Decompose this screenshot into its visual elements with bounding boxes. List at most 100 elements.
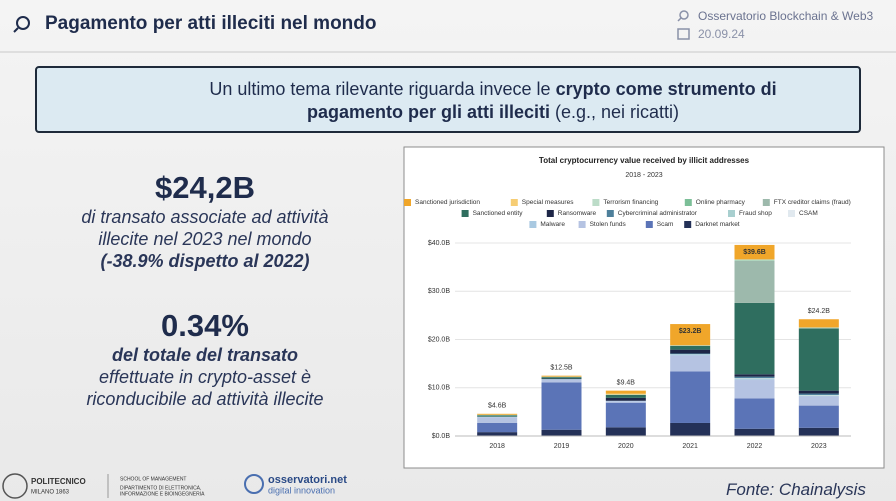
callout-part: crypto come strumento di bbox=[555, 79, 777, 99]
bar-segment bbox=[798, 405, 839, 428]
stat-text: del totale del transato bbox=[111, 345, 299, 365]
x-tick-label: 2021 bbox=[682, 443, 698, 450]
bar-segment bbox=[798, 319, 839, 328]
bar-segment bbox=[670, 345, 711, 350]
legend-label: Online pharmacy bbox=[696, 199, 746, 206]
bar-segment bbox=[734, 380, 775, 399]
total-label: $39.6B bbox=[743, 249, 766, 256]
bar-segment bbox=[798, 396, 839, 406]
x-tick-label: 2023 bbox=[811, 443, 827, 450]
bar-segment bbox=[798, 427, 839, 436]
legend-label: Sanctioned jurisdiction bbox=[415, 199, 480, 206]
y-tick-label: $40.0B bbox=[428, 240, 451, 247]
legend-label: Malware bbox=[540, 221, 565, 228]
bar-segment bbox=[798, 390, 839, 394]
footer-text: DIPARTIMENTO DI ELETTRONICA, bbox=[120, 485, 201, 491]
stat-value: 0.34% bbox=[161, 308, 249, 343]
legend-label: CSAM bbox=[799, 210, 818, 217]
legend-label: Terrorism financing bbox=[603, 199, 658, 206]
bar-segment bbox=[605, 390, 646, 394]
bar-segment bbox=[605, 402, 646, 428]
total-label: $12.5B bbox=[550, 365, 573, 372]
bar-segment bbox=[605, 397, 646, 401]
stat: 0.34% del totale del transato effettuate… bbox=[55, 308, 355, 410]
y-tick-label: $10.0B bbox=[428, 385, 451, 392]
bar-segment bbox=[541, 379, 582, 383]
stat-text: effettuate in crypto-asset è riconducibi… bbox=[86, 367, 324, 409]
bar-segment bbox=[670, 324, 711, 346]
bar-segment bbox=[477, 415, 518, 417]
legend-swatch bbox=[684, 221, 692, 228]
footer-text: MILANO 1863 bbox=[31, 490, 70, 496]
bar-segment bbox=[477, 413, 518, 415]
legend-label: Scam bbox=[657, 221, 674, 228]
bar-segment bbox=[605, 427, 646, 436]
footer-text: INFORMAZIONE E BIOINGEGNERIA bbox=[120, 491, 205, 497]
chart-title: Total cryptocurrency value received by i… bbox=[539, 156, 750, 165]
callout: Un ultimo tema rilevante riguarda invece… bbox=[35, 66, 861, 133]
bar-segment bbox=[477, 422, 518, 433]
legend-swatch bbox=[592, 199, 600, 206]
total-label: $9.4B bbox=[617, 379, 636, 386]
y-tick-label: $30.0B bbox=[428, 288, 451, 295]
legend-label: Darknet market bbox=[695, 221, 740, 228]
footer-text: SCHOOL OF MANAGEMENT bbox=[120, 476, 187, 482]
total-label: $23.2B bbox=[679, 328, 702, 335]
legend-swatch bbox=[404, 199, 411, 206]
footer-brand: osservatori.net bbox=[268, 474, 347, 486]
chart-subtitle: 2018 - 2023 bbox=[625, 172, 662, 179]
total-label: $4.6B bbox=[488, 403, 507, 410]
bar-segment bbox=[541, 377, 582, 379]
legend-swatch bbox=[461, 210, 469, 217]
search-icon bbox=[13, 16, 30, 33]
bar-segment bbox=[734, 379, 775, 381]
bar-segment bbox=[734, 302, 775, 375]
bar-segment bbox=[798, 393, 839, 395]
legend-label: Special measures bbox=[522, 199, 574, 206]
bar-segment bbox=[734, 374, 775, 377]
bar-segment bbox=[670, 371, 711, 423]
bar-segment bbox=[670, 349, 711, 354]
legend-label: Sanctioned entity bbox=[473, 210, 524, 217]
legend-swatch bbox=[529, 221, 537, 228]
slide-title: Pagamento per atti illeciti nel mondo bbox=[45, 13, 377, 34]
callout-part: Un ultimo tema rilevante riguarda invece… bbox=[209, 79, 556, 99]
x-tick-label: 2020 bbox=[618, 443, 634, 450]
org-icon bbox=[677, 10, 690, 40]
legend-label: Stolen funds bbox=[590, 221, 627, 228]
bar-segment bbox=[734, 428, 775, 436]
bar-segment bbox=[670, 422, 711, 436]
bar-segment bbox=[605, 401, 646, 403]
bar-segment bbox=[670, 355, 711, 372]
bar-segment bbox=[734, 260, 775, 303]
bar-segment bbox=[798, 328, 839, 391]
stat: $24,2B di transato associate ad attività… bbox=[55, 170, 355, 272]
footer-logos: POLITECNICO MILANO 1863 SCHOOL OF MANAGE… bbox=[2, 473, 347, 499]
legend-swatch bbox=[645, 221, 653, 228]
legend-swatch bbox=[606, 210, 614, 217]
legend-label: FTX creditor claims (fraud) bbox=[774, 199, 851, 206]
callout-part: (e.g., nei ricatti) bbox=[550, 102, 680, 122]
stat-text: di transato associate ad attività illeci… bbox=[81, 207, 329, 249]
bar-segment bbox=[734, 244, 775, 260]
source: Fonte: Chainalysis bbox=[726, 480, 866, 499]
legend-label: Ransomware bbox=[558, 210, 597, 217]
bar-segment bbox=[734, 376, 775, 379]
callout-part: pagamento per gli atti illeciti bbox=[306, 102, 550, 122]
bar-segment bbox=[541, 429, 582, 436]
legend-swatch bbox=[510, 199, 518, 206]
legend-swatch bbox=[684, 199, 692, 206]
y-tick-label: $20.0B bbox=[428, 336, 451, 343]
bar-segment bbox=[734, 398, 775, 429]
organization: Osservatorio Blockchain & Web3 bbox=[698, 9, 874, 23]
bar-segment bbox=[605, 393, 646, 395]
bar-segment bbox=[798, 327, 839, 329]
legend-swatch bbox=[728, 210, 735, 217]
footer-brand: digital innovation bbox=[268, 485, 335, 495]
legend-swatch bbox=[546, 210, 554, 217]
legend-swatch bbox=[578, 221, 586, 228]
x-tick-label: 2018 bbox=[489, 443, 505, 450]
bar-segment bbox=[477, 432, 518, 436]
